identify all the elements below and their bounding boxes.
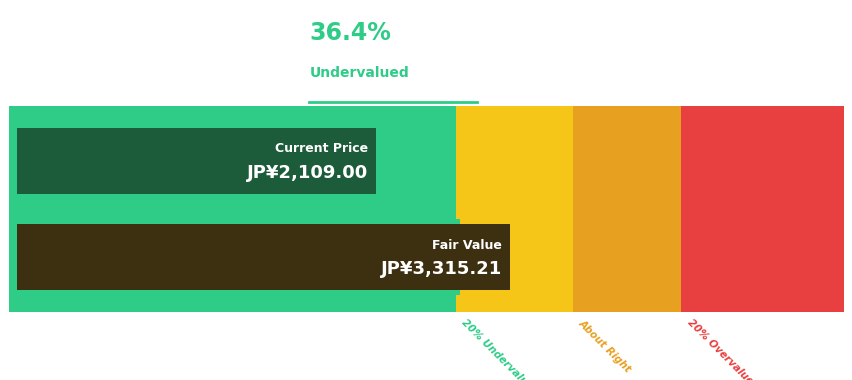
Text: JP¥2,109.00: JP¥2,109.00 <box>246 164 367 182</box>
Text: JP¥3,315.21: JP¥3,315.21 <box>380 260 501 278</box>
Bar <box>573 106 681 312</box>
Text: Undervalued: Undervalued <box>309 66 409 80</box>
Bar <box>17 128 376 194</box>
Text: Fair Value: Fair Value <box>431 239 501 252</box>
Bar <box>455 106 573 312</box>
Text: 36.4%: 36.4% <box>309 21 391 45</box>
Bar <box>9 106 455 312</box>
Text: Current Price: Current Price <box>274 142 367 155</box>
Text: About Right: About Right <box>576 318 633 374</box>
Bar <box>9 219 459 295</box>
Text: 20% Undervalued: 20% Undervalued <box>459 318 539 380</box>
Bar <box>9 123 455 199</box>
Bar <box>17 224 509 290</box>
Bar <box>681 106 843 312</box>
Text: 20% Overvalued: 20% Overvalued <box>685 318 759 380</box>
